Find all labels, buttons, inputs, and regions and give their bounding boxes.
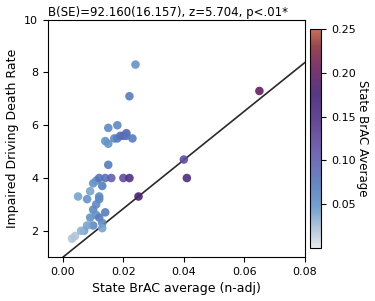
Point bbox=[105, 126, 111, 130]
X-axis label: State BrAC average (n-adj): State BrAC average (n-adj) bbox=[92, 282, 261, 296]
Point bbox=[117, 133, 123, 138]
Point bbox=[129, 136, 135, 141]
Y-axis label: State BrAC Average: State BrAC Average bbox=[357, 80, 369, 197]
Point bbox=[114, 123, 120, 128]
Point bbox=[87, 215, 93, 220]
Point bbox=[90, 181, 96, 186]
Point bbox=[90, 207, 96, 212]
Point bbox=[93, 213, 99, 217]
Point bbox=[126, 175, 132, 180]
Point bbox=[132, 62, 138, 67]
Point bbox=[96, 215, 102, 220]
Point bbox=[84, 223, 90, 228]
Point bbox=[96, 194, 102, 199]
Point bbox=[96, 197, 102, 202]
Point bbox=[102, 175, 108, 180]
Point bbox=[184, 175, 190, 180]
Point bbox=[93, 178, 99, 183]
Point bbox=[108, 175, 114, 180]
Text: B(SE)=92.160(16.157), z=5.704, p<.01*: B(SE)=92.160(16.157), z=5.704, p<.01* bbox=[48, 5, 288, 19]
Point bbox=[120, 175, 126, 180]
Point bbox=[105, 141, 111, 146]
Point bbox=[111, 136, 117, 141]
Point bbox=[84, 197, 90, 202]
Point bbox=[181, 157, 187, 162]
Point bbox=[126, 94, 132, 99]
Point bbox=[102, 139, 108, 144]
Point bbox=[81, 228, 87, 233]
Point bbox=[69, 236, 75, 241]
Point bbox=[96, 175, 102, 180]
Point bbox=[72, 234, 78, 238]
Point bbox=[99, 220, 105, 225]
Point bbox=[123, 131, 129, 135]
Point bbox=[78, 228, 84, 233]
Point bbox=[120, 133, 126, 138]
Point bbox=[123, 133, 129, 138]
Point bbox=[75, 194, 81, 199]
Point bbox=[135, 194, 141, 199]
Y-axis label: Impaired Driving Death Rate: Impaired Driving Death Rate bbox=[6, 49, 18, 228]
Point bbox=[105, 163, 111, 167]
Point bbox=[114, 136, 120, 141]
Point bbox=[102, 210, 108, 215]
Point bbox=[93, 202, 99, 207]
Point bbox=[99, 226, 105, 231]
Point bbox=[99, 184, 105, 188]
Point bbox=[90, 223, 96, 228]
Point bbox=[256, 88, 262, 93]
Point bbox=[87, 189, 93, 194]
